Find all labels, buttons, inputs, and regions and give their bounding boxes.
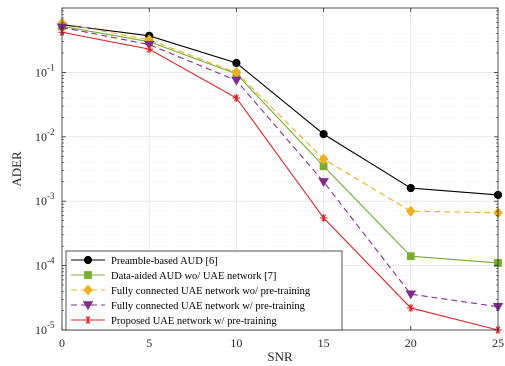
series-line: [61, 24, 499, 196]
data-point-triangle: [82, 301, 94, 311]
y-tick-label: 10-5: [35, 320, 55, 337]
data-point-triangle: [231, 76, 242, 86]
data-point-asterisk: [84, 316, 92, 324]
data-point-square: [406, 252, 415, 261]
data-point-triangle: [318, 178, 329, 187]
x-tick-label: 10: [230, 336, 242, 350]
x-axis-title: SNR: [267, 349, 293, 364]
data-point-circle: [83, 255, 93, 265]
series-line: [61, 25, 499, 264]
data-point-asterisk: [232, 94, 241, 102]
x-tick-label: 15: [318, 336, 330, 350]
y-tick-label: 10-2: [35, 127, 55, 144]
legend-entry: Preamble-based AUD [6]: [71, 256, 218, 267]
data-point-asterisk: [145, 45, 153, 53]
legend-label: Fully connected UAE network w/ pre-train…: [111, 301, 306, 312]
data-point-diamond: [83, 284, 93, 296]
x-tick-label: 0: [59, 336, 65, 350]
series-triangle-down: [56, 23, 504, 312]
y-tick-label: 10-3: [35, 191, 55, 208]
data-point-asterisk: [407, 304, 415, 312]
data-point-circle: [406, 183, 415, 193]
series-asterisk: [58, 28, 502, 334]
data-point-diamond: [318, 153, 329, 165]
legend-label: Fully connected UAE network wo/ pre-trai…: [111, 286, 311, 297]
legend-label: Data-aided AUD wo/ UAE network [7]: [111, 271, 276, 282]
y-axis-title: ADER: [9, 151, 24, 187]
legend-entry: Fully connected UAE network w/ pre-train…: [71, 301, 306, 312]
data-point-diamond: [405, 205, 416, 217]
data-point-triangle: [405, 290, 417, 300]
legend-entry: Fully connected UAE network wo/ pre-trai…: [71, 284, 311, 297]
y-tick-label: 10-1: [35, 62, 55, 79]
series-line: [61, 31, 499, 331]
legend-label: Proposed UAE network w/ pre-training: [111, 316, 277, 327]
data-point-asterisk: [319, 214, 328, 222]
legend-entry: Data-aided AUD wo/ UAE network [7]: [71, 271, 276, 282]
legend-entry: Proposed UAE network w/ pre-training: [71, 316, 277, 327]
data-point-triangle: [143, 40, 155, 50]
y-tick-label: 10-4: [35, 256, 55, 273]
x-tick-label: 5: [146, 336, 152, 350]
series-line: [61, 22, 499, 214]
legend-box: [65, 250, 343, 331]
legend: Preamble-based AUD [6] Data-aided AUD wo/…: [65, 250, 343, 331]
series-line: [61, 26, 499, 308]
data-point-circle: [232, 58, 241, 68]
legend-label: Preamble-based AUD [6]: [111, 256, 218, 267]
x-tick-label: 25: [492, 336, 504, 350]
ticks: 0 5 10 15 20 25 10-5 10-4 10-3 10-2 10-1: [35, 8, 504, 350]
data-point-square: [84, 271, 92, 279]
data-point-circle: [319, 130, 328, 139]
x-tick-label: 20: [405, 336, 417, 350]
